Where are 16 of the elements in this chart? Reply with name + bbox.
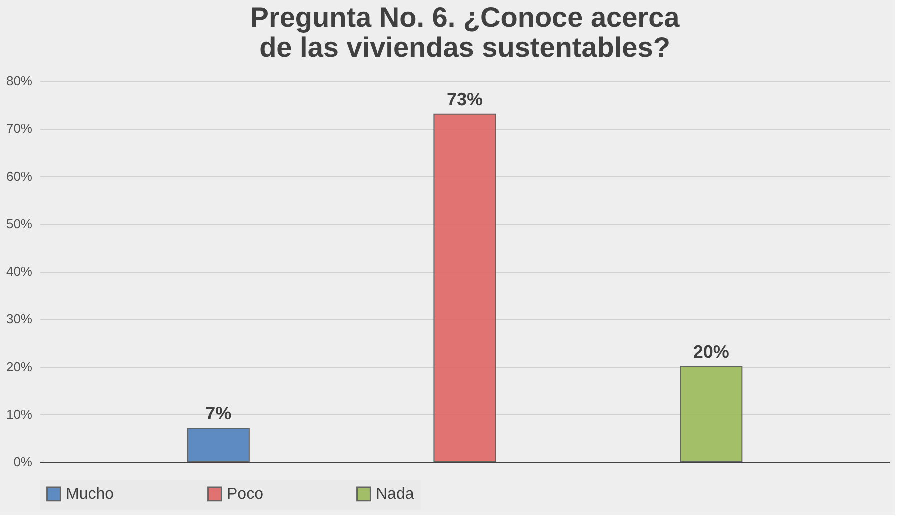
y-tick-label: 0%	[14, 454, 33, 470]
y-tick-label: 10%	[6, 406, 33, 422]
y-tick-label: 30%	[6, 312, 33, 327]
y-tick-label: 50%	[6, 216, 33, 232]
y-tick-label: 40%	[6, 264, 33, 279]
data-label: 73%	[446, 89, 484, 110]
y-tick-label: 20%	[6, 359, 33, 374]
data-label: 7%	[206, 404, 232, 424]
legend-label: Mucho	[66, 486, 114, 504]
chart-title: Pregunta No. 6. ¿Conoce acerca de las viviendas sustentables?	[250, 2, 680, 63]
legend-label: Nada	[376, 486, 414, 504]
y-tick-label: 70%	[6, 121, 33, 136]
legend-label: Poco	[227, 486, 264, 504]
y-tick-label: 60%	[6, 168, 33, 184]
data-label: 20%	[693, 342, 730, 362]
y-tick-label: 80%	[6, 74, 33, 88]
